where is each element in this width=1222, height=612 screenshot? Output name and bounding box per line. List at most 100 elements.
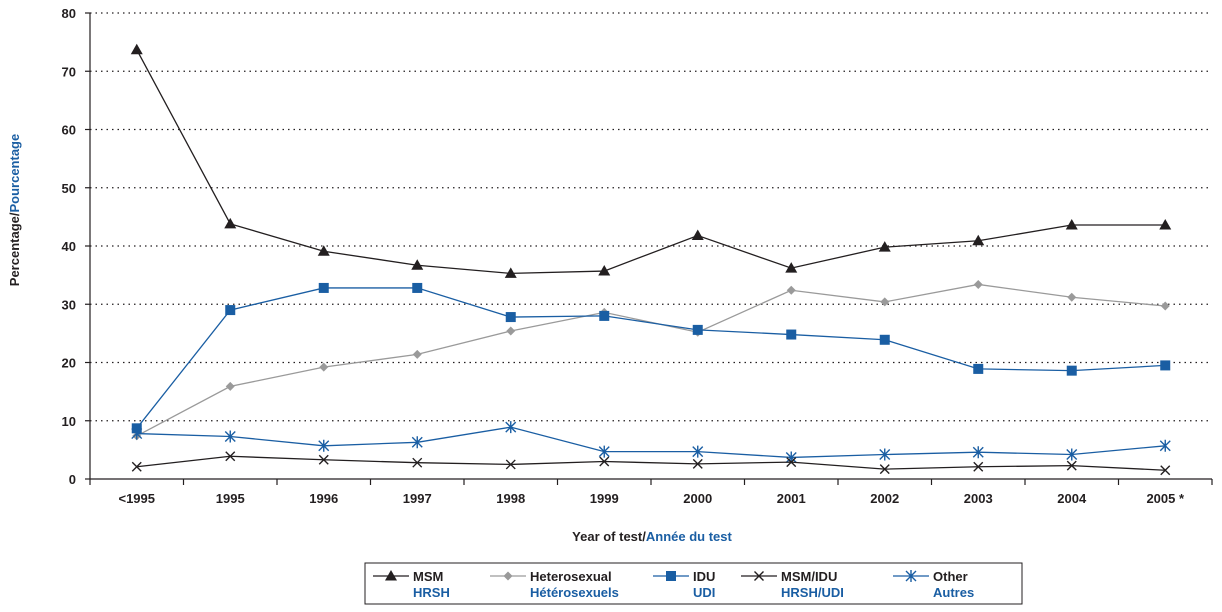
point-other-3 (411, 436, 423, 449)
y-tick-label-60: 60 (62, 123, 76, 138)
point-other-4 (505, 421, 517, 434)
point-msm-3 (411, 259, 424, 270)
point-msm-10 (1065, 219, 1078, 230)
point-msm-6 (691, 229, 704, 241)
point-heterosexual-8 (880, 297, 890, 307)
legend-marker-msm-idu (754, 571, 764, 581)
point-msm-idu-3 (412, 457, 423, 468)
x-tick-label-8: 2002 (870, 491, 899, 506)
series-line-heterosexual (136, 283, 1166, 437)
point-idu-4 (505, 312, 516, 323)
x-tick-label-7: 2001 (777, 491, 806, 506)
point-msm-2 (317, 245, 330, 256)
y-tick-label-10: 10 (62, 414, 76, 429)
legend-label-msm-idu: MSM/IDU (781, 569, 837, 584)
point-heterosexual-2 (319, 362, 329, 372)
x-axis-title-fr: Année du test (646, 529, 733, 544)
x-tick-label-1: 1995 (216, 491, 245, 506)
series-idu (131, 282, 1171, 434)
y-tick-label-80: 80 (62, 6, 76, 21)
point-msm-8 (878, 241, 891, 252)
point-other-1 (224, 430, 236, 443)
legend-label-msm: MSM (413, 569, 443, 584)
series-line-msm-idu (136, 455, 1166, 471)
point-other-6 (692, 445, 704, 458)
point-idu-11 (1160, 360, 1171, 371)
point-heterosexual-4 (506, 326, 516, 336)
point-other-0 (131, 427, 143, 440)
series-line-msm (136, 49, 1166, 275)
point-msm-idu-2 (318, 454, 329, 465)
legend-marker-idu (666, 571, 676, 581)
legend-marker-heterosexual (503, 571, 513, 581)
x-tick-label-11: 2005 * (1146, 491, 1185, 506)
series-msm-idu (131, 451, 1171, 476)
series-msm (130, 43, 1172, 278)
legend-label-fr-idu: UDI (693, 585, 715, 600)
legend-label-fr-msm-idu: HRSH/UDI (781, 585, 844, 600)
point-heterosexual-1 (225, 381, 235, 391)
point-idu-7 (786, 329, 797, 340)
x-tick-label-9: 2003 (964, 491, 993, 506)
x-tick-label-3: 1997 (403, 491, 432, 506)
point-heterosexual-10 (1067, 292, 1077, 302)
point-msm-7 (785, 262, 798, 273)
y-tick-label-40: 40 (62, 239, 76, 254)
y-tick-label-0: 0 (69, 472, 76, 487)
point-msm-idu-9 (973, 461, 984, 472)
x-axis-title-en: Year of test/ (572, 529, 646, 544)
point-idu-2 (318, 282, 329, 293)
legend-label-other: Other (933, 569, 968, 584)
point-msm-idu-5 (599, 456, 610, 467)
point-idu-9 (973, 363, 984, 374)
x-tick-labels: <1995 1995 1996 1997 1998 1999 2000 2001 2002 200… (118, 491, 1184, 506)
legend-label-fr-msm: HRSH (413, 585, 450, 600)
x-tick-label-5: 1999 (590, 491, 619, 506)
point-idu-3 (412, 282, 423, 293)
point-other-8 (879, 448, 891, 461)
x-tick-label-0: <1995 (118, 491, 155, 506)
point-idu-1 (225, 305, 236, 316)
point-msm-idu-6 (692, 458, 703, 469)
point-other-9 (972, 446, 984, 459)
point-msm-idu-7 (786, 457, 797, 468)
series-lines (130, 43, 1172, 476)
y-axis-title-fr: Pourcentage (7, 134, 22, 213)
x-tick-label-10: 2004 (1057, 491, 1087, 506)
point-other-11 (1159, 439, 1171, 452)
point-other-5 (598, 445, 610, 458)
y-axis-title: Percentage/Pourcentage (7, 134, 22, 286)
point-heterosexual-7 (786, 285, 796, 295)
point-msm-4 (504, 267, 517, 278)
point-msm-9 (972, 234, 985, 246)
point-msm-idu-8 (879, 464, 890, 475)
gridlines (90, 12, 1212, 422)
legend-marker-msm (385, 570, 397, 581)
series-other (131, 421, 1171, 464)
legend-label-idu: IDU (693, 569, 715, 584)
axes (85, 12, 1213, 485)
point-heterosexual-11 (1160, 301, 1170, 311)
x-axis-title: Year of test/Année du test (572, 529, 732, 544)
point-msm-idu-0 (131, 461, 142, 472)
series-line-other (136, 426, 1166, 459)
y-tick-label-30: 30 (62, 297, 76, 312)
point-idu-10 (1066, 365, 1077, 376)
point-msm-idu-1 (225, 451, 236, 462)
y-tick-label-50: 50 (62, 181, 76, 196)
y-tick-labels: 0 10 20 30 40 50 60 70 80 (62, 6, 76, 487)
point-msm-idu-4 (505, 459, 516, 470)
point-msm-idu-10 (1066, 460, 1077, 471)
point-msm-0 (130, 43, 143, 55)
legend-label-fr-other: Autres (933, 585, 974, 600)
legend-label-heterosexual: Heterosexual (530, 569, 612, 584)
point-msm-11 (1159, 219, 1172, 230)
